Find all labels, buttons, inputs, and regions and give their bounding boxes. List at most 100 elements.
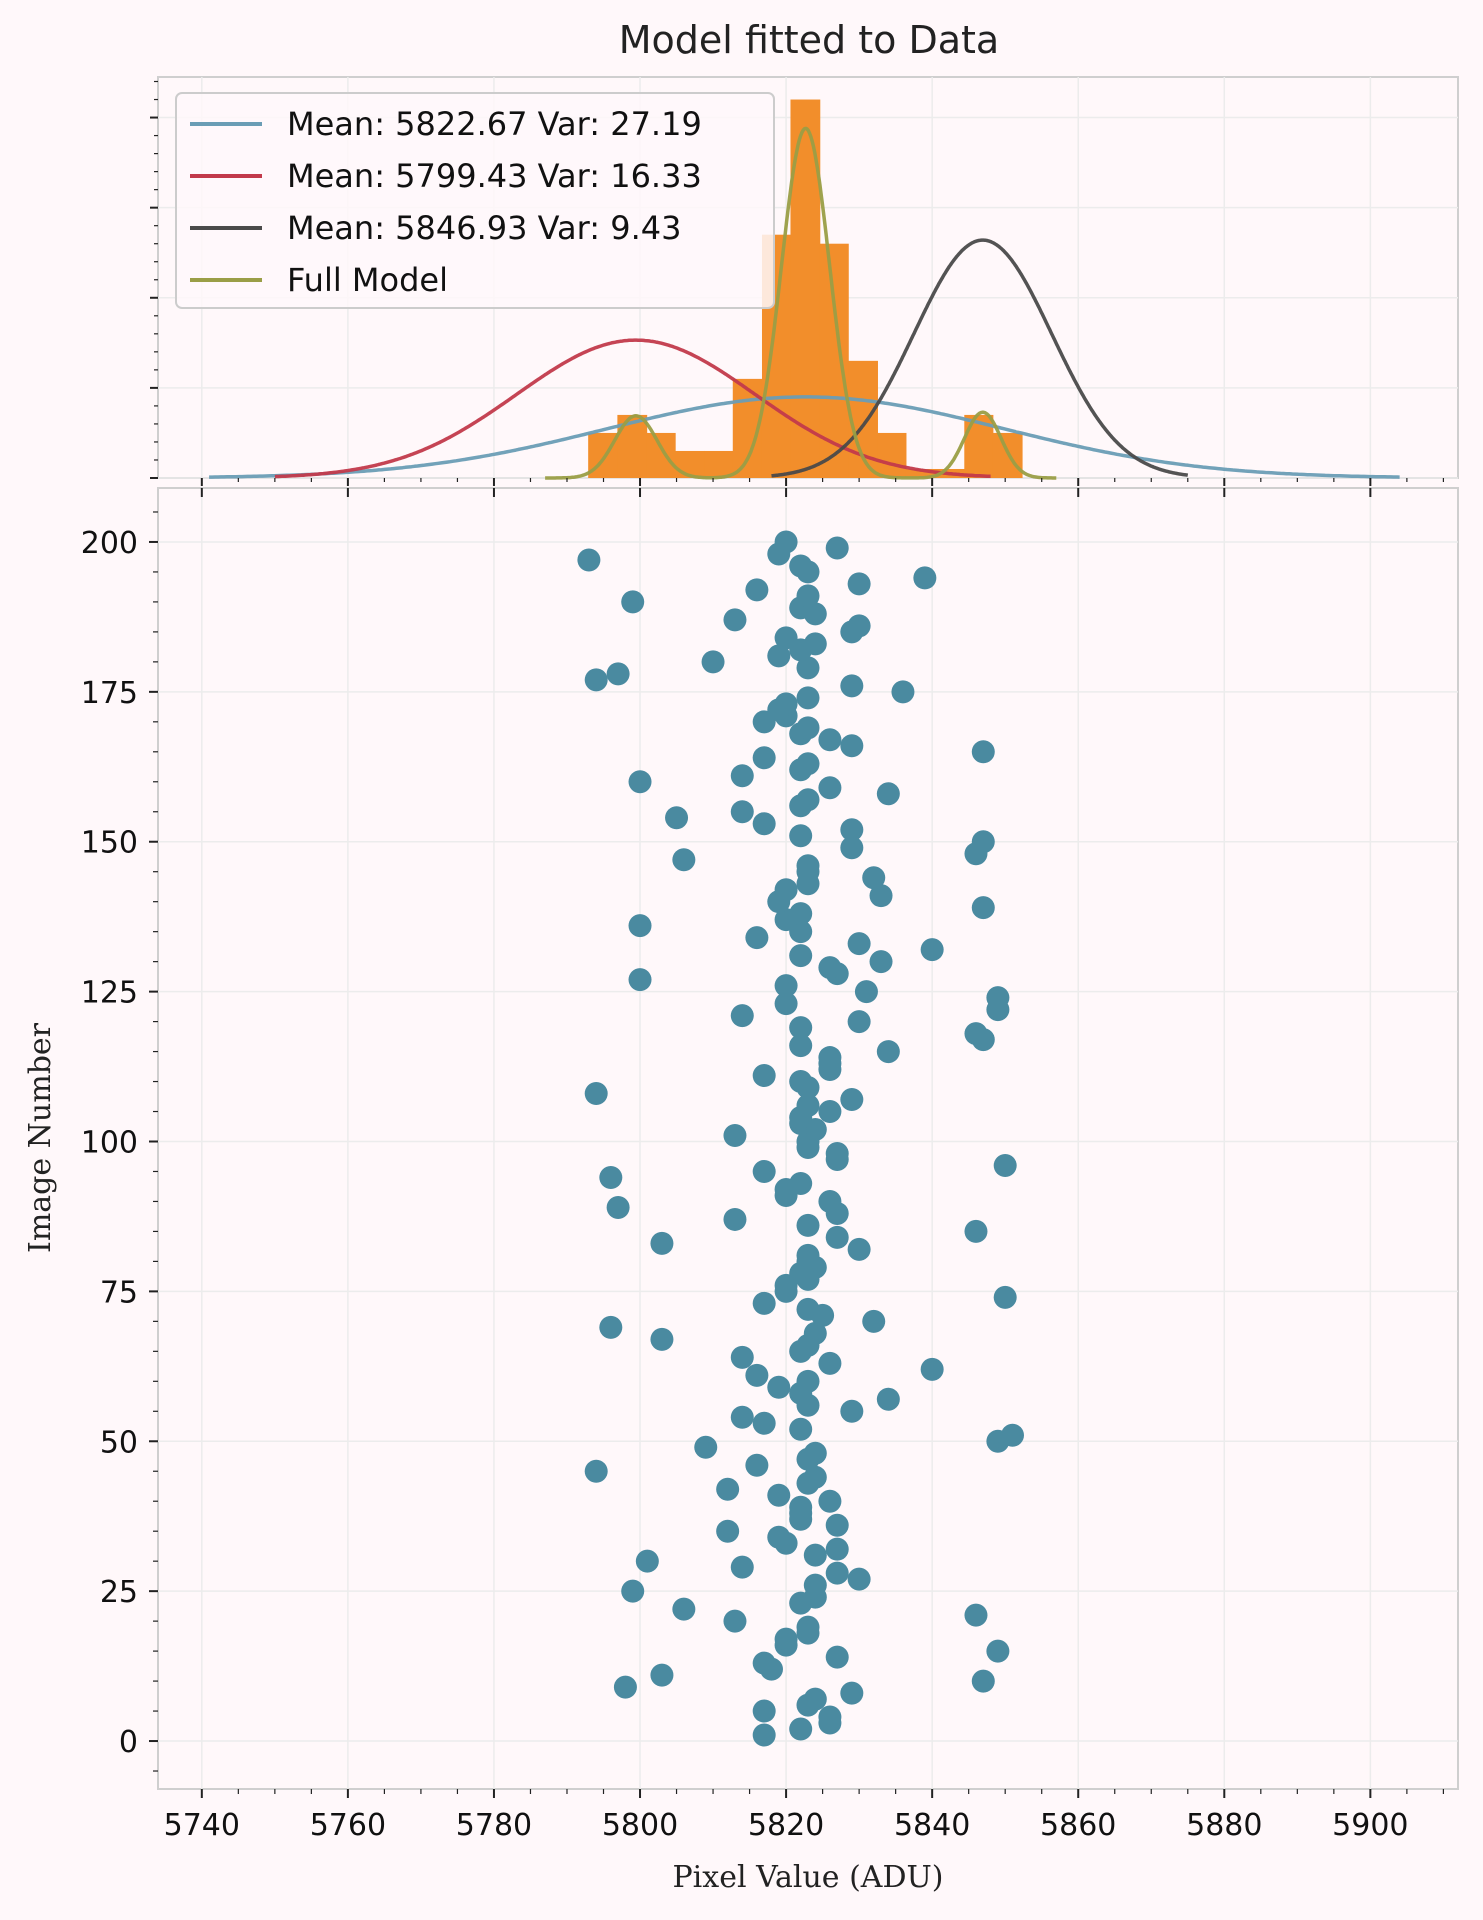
scatter-point (730, 800, 754, 824)
histogram-bar (675, 450, 705, 478)
scatter-point (818, 1046, 842, 1070)
scatter-point (621, 1579, 645, 1603)
y-tick-label: 200 (81, 526, 138, 561)
scatter-point (796, 854, 820, 878)
scatter-point (694, 1435, 718, 1459)
legend-label: Mean: 5846.93 Var: 9.43 (287, 209, 681, 247)
scatter-point (628, 968, 652, 992)
scatter-point (789, 1034, 813, 1058)
scatter-point (730, 1004, 754, 1028)
histogram-bar (646, 432, 676, 478)
y-tick-label: 0 (119, 1725, 138, 1760)
scatter-point (584, 1459, 608, 1483)
scatter-point (672, 848, 696, 872)
scatter-point (650, 1327, 674, 1351)
histogram-ticks (150, 80, 1444, 486)
scatter-point (745, 926, 769, 950)
scatter-point (752, 1064, 776, 1088)
scatter-point (818, 1489, 842, 1513)
scatter-point (876, 1387, 900, 1411)
histogram-bar (877, 432, 907, 478)
scatter-point (606, 1195, 630, 1219)
scatter-point (730, 1405, 754, 1429)
scatter-point (869, 884, 893, 908)
scatter-point (840, 1399, 864, 1423)
scatter-point (796, 1243, 820, 1267)
scatter-point (993, 1285, 1017, 1309)
scatter-point (803, 1465, 827, 1489)
x-tick-label: 5840 (894, 1808, 970, 1843)
y-tick-label: 175 (81, 676, 138, 711)
scatter-point (920, 938, 944, 962)
scatter-point (971, 896, 995, 920)
scatter-point (774, 878, 798, 902)
scatter-point (847, 1567, 871, 1591)
scatter-point (862, 866, 886, 890)
scatter-point (789, 902, 813, 926)
scatter-point (796, 752, 820, 776)
scatter-point (789, 1070, 813, 1094)
scatter-point (701, 650, 725, 674)
model-curve-line (770, 238, 1189, 478)
scatter-point (767, 644, 791, 668)
scatter-point (803, 1687, 827, 1711)
scatter-point (767, 1525, 791, 1549)
scatter-point (840, 818, 864, 842)
scatter-point (986, 986, 1010, 1010)
y-axis-label: Image Number (23, 1022, 58, 1253)
scatter-point (964, 1022, 988, 1046)
scatter-point (767, 1375, 791, 1399)
scatter-point (840, 674, 864, 698)
legend-label: Mean: 5799.43 Var: 16.33 (287, 157, 702, 195)
scatter-point (774, 992, 798, 1016)
scatter-point (796, 1615, 820, 1639)
scatter-point (789, 1016, 813, 1040)
scatter-point (613, 1675, 637, 1699)
scatter-point (825, 536, 849, 560)
scatter-point (876, 1040, 900, 1064)
scatter-point (986, 1639, 1010, 1663)
scatter-point (584, 1082, 608, 1106)
scatter-point (628, 914, 652, 938)
scatter-point (818, 1100, 842, 1124)
scatter-point (752, 1159, 776, 1183)
model-curve-line (209, 395, 1400, 479)
scatter-point (599, 1315, 623, 1339)
scatter-point (752, 1291, 776, 1315)
scatter-point (971, 1669, 995, 1693)
scatter-point (803, 632, 827, 656)
scatter-point (789, 554, 813, 578)
scatter-point (825, 1225, 849, 1249)
scatter-point (869, 950, 893, 974)
scatter-point (730, 1345, 754, 1369)
scatter-point (825, 1513, 849, 1537)
scatter-point (803, 1321, 827, 1345)
scatter-point (789, 824, 813, 848)
legend-box (175, 92, 775, 309)
scatter-point (825, 1645, 849, 1669)
scatter-point (847, 1237, 871, 1261)
scatter-point (854, 980, 878, 1004)
scatter-point (672, 1597, 696, 1621)
scatter-point (796, 656, 820, 680)
scatter-point (621, 590, 645, 614)
model-curve-line (274, 338, 991, 479)
x-tick-label: 5780 (456, 1808, 532, 1843)
scatter-point (847, 932, 871, 956)
scatter-point (825, 1141, 849, 1165)
scatter-point (628, 770, 652, 794)
scatter-point (818, 776, 842, 800)
legend-label: Full Model (287, 261, 448, 299)
scatter-point (920, 1357, 944, 1381)
scatter-point (577, 548, 601, 572)
scatter-point (650, 1231, 674, 1255)
scatter-point (767, 1483, 791, 1507)
scatter-point (774, 974, 798, 998)
scatter-point (993, 1153, 1017, 1177)
scatter-point (964, 1603, 988, 1627)
x-tick-label: 5860 (1040, 1808, 1116, 1843)
scatter-point (796, 788, 820, 812)
scatter-point (606, 662, 630, 686)
scatter-point (876, 782, 900, 806)
